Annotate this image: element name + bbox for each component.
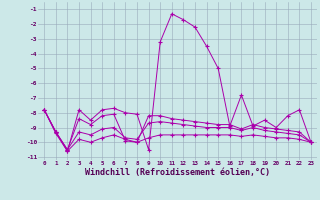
X-axis label: Windchill (Refroidissement éolien,°C): Windchill (Refroidissement éolien,°C) [85,168,270,177]
